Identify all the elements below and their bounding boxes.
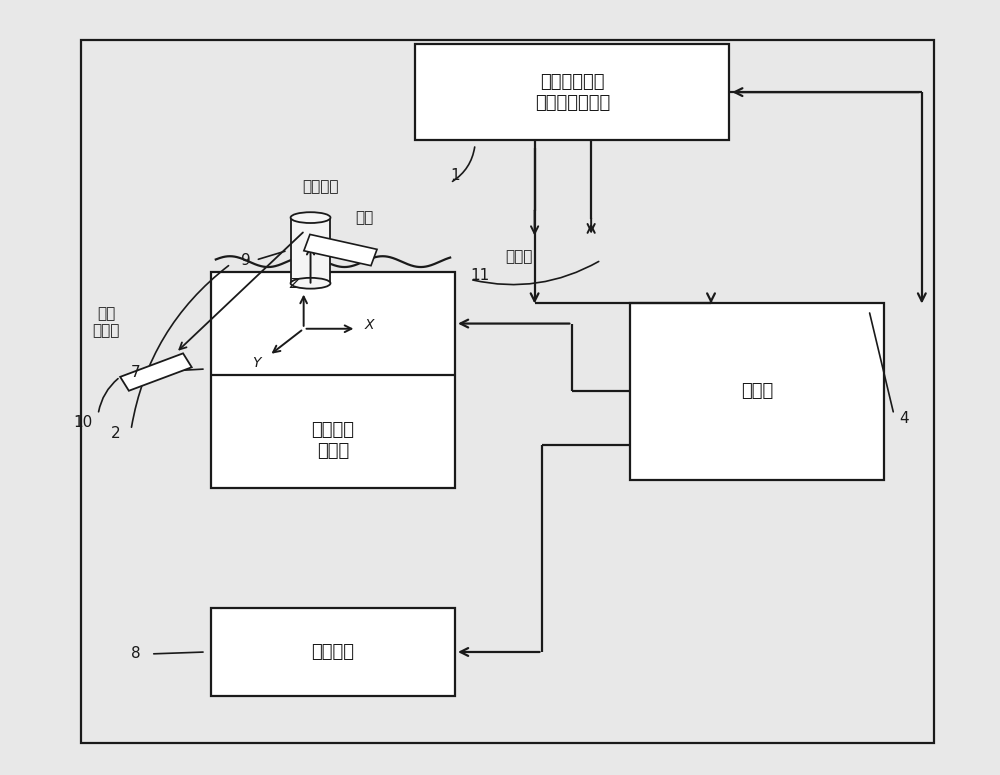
Text: 8: 8 (131, 646, 141, 661)
Text: 11: 11 (470, 268, 490, 283)
Text: 压电陶瓷
扫描器: 压电陶瓷 扫描器 (311, 421, 354, 460)
Text: 双通道反射式
光纤位移传感器: 双通道反射式 光纤位移传感器 (535, 73, 610, 112)
Text: 1: 1 (450, 167, 460, 183)
Polygon shape (304, 234, 377, 266)
Bar (291, 218, 330, 283)
Bar (415, 44, 729, 140)
Text: 步进电机: 步进电机 (311, 643, 354, 661)
Text: 光电
传感器: 光电 传感器 (92, 305, 120, 338)
Bar (211, 608, 455, 697)
Text: 9: 9 (241, 253, 251, 267)
Bar (630, 302, 884, 480)
Text: 10: 10 (74, 415, 93, 430)
Bar (211, 272, 455, 488)
Text: Y: Y (252, 356, 261, 370)
Text: 探针: 探针 (355, 210, 374, 225)
Text: 控制器: 控制器 (741, 382, 773, 401)
Polygon shape (120, 353, 192, 391)
Text: Z: Z (289, 277, 298, 291)
Text: 7: 7 (131, 364, 141, 380)
Text: 激光光源: 激光光源 (302, 179, 339, 195)
Bar (81, 40, 934, 742)
Text: 4: 4 (899, 411, 909, 426)
Text: X: X (365, 318, 374, 332)
Text: 2: 2 (111, 426, 121, 441)
Text: 样品台: 样品台 (505, 249, 532, 264)
Ellipse shape (291, 212, 330, 223)
Ellipse shape (291, 278, 330, 288)
